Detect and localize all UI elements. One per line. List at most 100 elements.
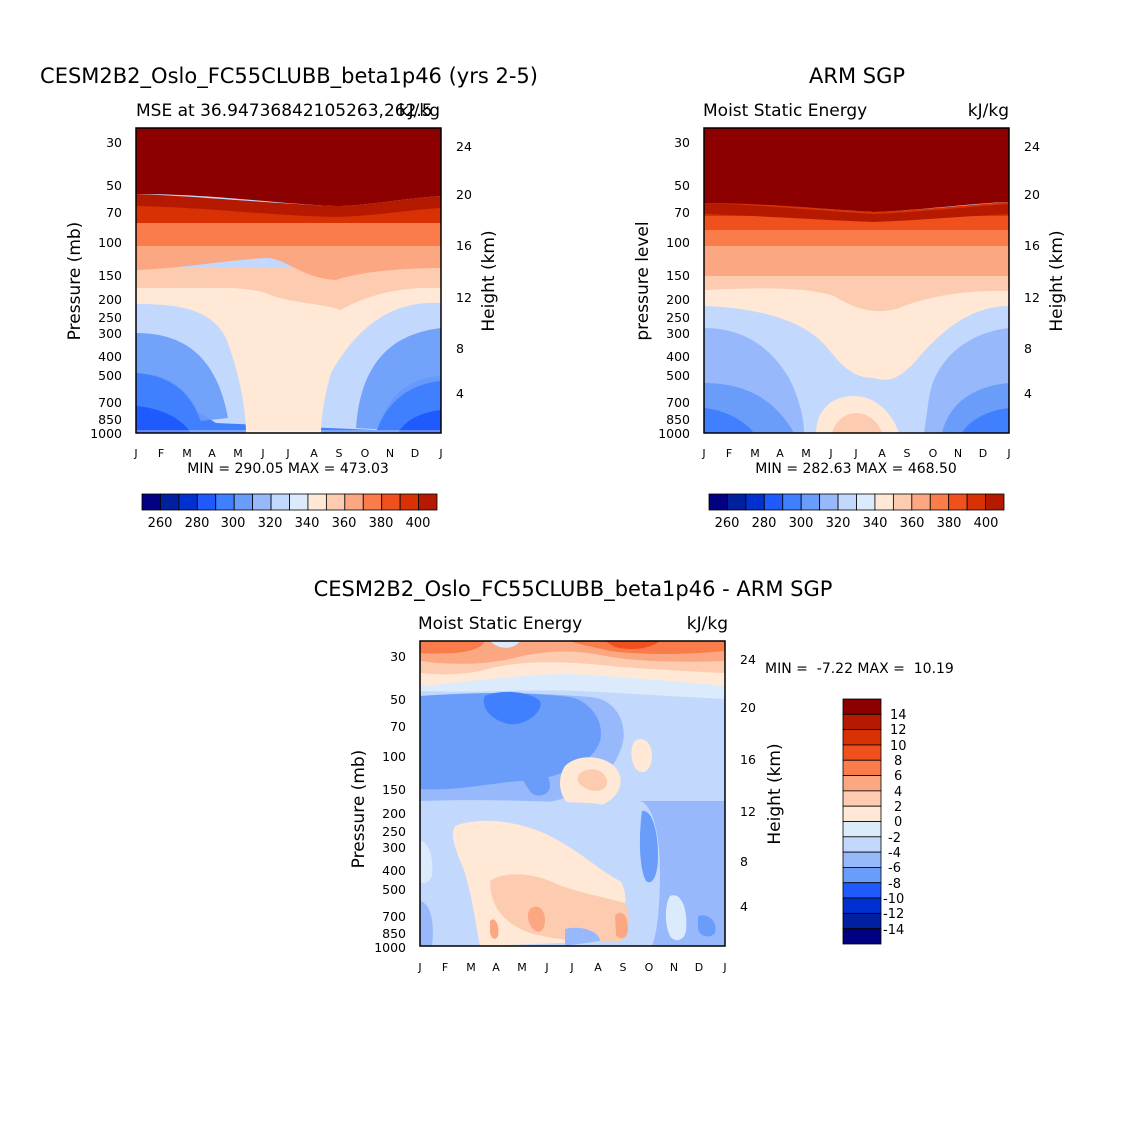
colorbar-swatch xyxy=(842,912,882,930)
colorbar-swatch xyxy=(418,493,438,511)
p1-xtick: A xyxy=(310,447,318,460)
colorbar-swatch xyxy=(985,493,1005,511)
p1-cb-label: 380 xyxy=(369,516,394,531)
p1-xtick: S xyxy=(336,447,343,460)
p3-cb-label: 4 xyxy=(894,785,902,800)
p3-htick: 20 xyxy=(740,700,756,715)
colorbar-swatch xyxy=(381,493,401,511)
p1-ytick: 300 xyxy=(98,326,122,341)
p3-ytick: 400 xyxy=(382,863,406,878)
p1-ytick: 1000 xyxy=(90,426,122,441)
p2-xtick: M xyxy=(801,447,811,460)
p3-xtick: J xyxy=(722,961,726,974)
colorbar-swatch xyxy=(842,729,882,746)
panel-obs-month-axis: J F M A M J J A S O N D J xyxy=(701,447,1010,460)
p3-xtick: M xyxy=(517,961,527,974)
p1-cb-label: 340 xyxy=(295,516,320,531)
p2-htick: 8 xyxy=(1024,341,1032,356)
colorbar-swatch xyxy=(842,698,882,715)
p1-ytick: 500 xyxy=(98,368,122,383)
panel-diff: CESM2B2_Oslo_FC55CLUBB_beta1p46 - ARM SG… xyxy=(314,577,954,974)
panel-obs-subtitle-right: kJ/kg xyxy=(968,101,1009,121)
p2-xtick: A xyxy=(776,447,784,460)
p1-htick: 24 xyxy=(456,139,472,154)
panel-model-subtitle-right: kJ/kg xyxy=(399,101,440,121)
panel-obs-title: ARM SGP xyxy=(809,64,905,88)
p2-ytick: 700 xyxy=(666,395,690,410)
panel-obs-ylabel-right: Height (km) xyxy=(1047,230,1067,331)
colorbar-swatch xyxy=(842,882,882,899)
p2-htick: 16 xyxy=(1024,238,1040,253)
colorbar-swatch xyxy=(233,493,254,511)
p2-xtick: J xyxy=(701,447,705,460)
panel-obs-pressure-axis: 30 50 70 100 150 200 250 300 400 500 700… xyxy=(658,135,690,441)
p3-cb-label: 10 xyxy=(890,739,907,754)
p1-cb-label: 260 xyxy=(148,516,173,531)
p3-xtick: F xyxy=(442,961,448,974)
p2-cb-label: 280 xyxy=(752,516,777,531)
p1-xtick: D xyxy=(411,447,419,460)
p3-cb-label: 14 xyxy=(890,708,907,723)
colorbar-swatch xyxy=(763,493,784,511)
p3-ytick: 70 xyxy=(390,719,406,734)
p3-htick: 16 xyxy=(740,752,756,767)
p2-ytick: 250 xyxy=(666,310,690,325)
colorbar-swatch xyxy=(160,493,180,511)
panel-model-ylabel-right: Height (km) xyxy=(479,230,499,331)
p2-xtick: M xyxy=(750,447,760,460)
p3-cb-label: -2 xyxy=(888,831,901,846)
panel-obs-height-axis: 24 20 16 12 8 4 xyxy=(1024,139,1040,401)
p2-ytick: 200 xyxy=(666,292,690,307)
p2-cb-label: 400 xyxy=(974,516,999,531)
colorbar-swatch xyxy=(708,493,728,511)
p2-xtick: D xyxy=(979,447,987,460)
p1-ytick: 150 xyxy=(98,268,122,283)
colorbar-swatch xyxy=(874,493,894,511)
p2-htick: 24 xyxy=(1024,139,1040,154)
p3-ytick: 100 xyxy=(382,749,406,764)
p2-ytick: 400 xyxy=(666,349,690,364)
p2-cb-label: 360 xyxy=(900,516,925,531)
colorbar-swatch xyxy=(842,713,882,731)
panel-model-height-axis: 24 20 16 12 8 4 xyxy=(456,139,472,401)
p1-xtick: J xyxy=(438,447,442,460)
panel-diff-month-axis: J F M A M J J A S O N D J xyxy=(417,961,726,974)
p2-ytick: 70 xyxy=(674,205,690,220)
colorbar-swatch xyxy=(307,493,327,511)
p1-ytick: 200 xyxy=(98,292,122,307)
panel-obs: ARM SGP Moist Static Energy kJ/kg xyxy=(633,64,1067,531)
colorbar-swatch xyxy=(196,493,217,511)
p1-xtick: N xyxy=(386,447,394,460)
colorbar-swatch xyxy=(948,493,968,511)
colorbar-swatch xyxy=(215,493,235,511)
p1-xtick: M xyxy=(182,447,192,460)
panel-diff-subtitle-right: kJ/kg xyxy=(687,614,728,634)
panel-diff-ylabel: Pressure (mb) xyxy=(349,750,369,869)
p2-xtick: N xyxy=(954,447,962,460)
p2-ytick: 150 xyxy=(666,268,690,283)
p2-xtick: J xyxy=(853,447,857,460)
panel-diff-colorbar: 14 12 10 8 6 4 2 0 -2 -4 -6 -8 -10 -12 -… xyxy=(842,698,907,945)
p3-cb-label: 6 xyxy=(894,769,902,784)
panel-model-frame xyxy=(135,127,442,434)
p3-xtick: A xyxy=(594,961,602,974)
p2-ytick: 1000 xyxy=(658,426,690,441)
p1-ytick: 400 xyxy=(98,349,122,364)
colorbar-swatch xyxy=(344,493,364,511)
p1-ytick: 850 xyxy=(98,412,122,427)
p3-ytick: 50 xyxy=(390,692,406,707)
p2-cb-label: 320 xyxy=(826,516,851,531)
p2-xtick: S xyxy=(904,447,911,460)
p2-xtick: J xyxy=(1006,447,1010,460)
colorbar-swatch xyxy=(399,493,419,511)
p3-ytick: 500 xyxy=(382,882,406,897)
p1-cb-label: 360 xyxy=(332,516,357,531)
panel-diff-title: CESM2B2_Oslo_FC55CLUBB_beta1p46 - ARM SG… xyxy=(314,577,833,602)
colorbar-swatch xyxy=(270,493,290,511)
p3-cb-label: -4 xyxy=(888,846,901,861)
p2-xtick: A xyxy=(878,447,886,460)
panel-obs-subtitle-left: Moist Static Energy xyxy=(703,101,867,121)
p1-htick: 12 xyxy=(456,290,472,305)
p3-cb-label: 8 xyxy=(894,754,902,769)
